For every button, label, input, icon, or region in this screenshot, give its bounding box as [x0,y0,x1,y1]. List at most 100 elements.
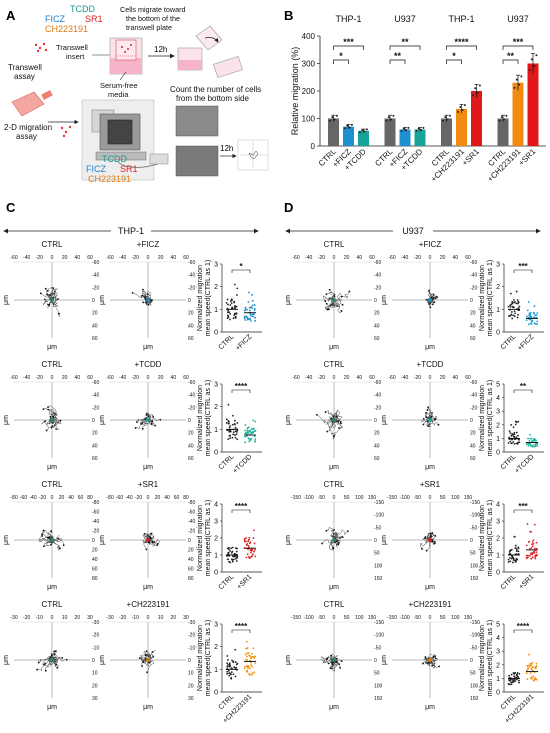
speed-point [508,430,511,433]
ch223191-label: CH223191 [45,24,88,34]
sig-bracket [231,389,251,393]
y-tick-label: 60 [188,456,194,462]
speed-point [530,668,533,671]
plot-title: +TCDD [417,360,444,369]
data-point [478,84,481,87]
x-tick-label: 20 [62,375,68,381]
track-end [325,529,328,532]
y-tick-label: 20 [92,548,98,554]
data-point [329,119,331,122]
speed-point [245,540,247,543]
speed-point [244,429,247,432]
x-tick-label: 40 [357,255,363,261]
speed-point [513,442,516,445]
x-tick-label: 30 [87,615,93,621]
speed-point [229,550,232,552]
speed-point [252,553,254,556]
y-tick-label: 0 [214,330,218,337]
track-end [433,301,436,303]
track-end [58,312,60,315]
track-end [329,304,332,307]
speed-point [511,561,514,564]
y-tick-label: 60 [92,336,98,342]
track-plot-treatment: +SR1-80 -60 -40 -20 0 20 40 60 80-80-60-40-20020… [99,480,195,591]
speed-point [533,677,536,679]
y-unit-label: μm [381,535,388,545]
speed-point [509,432,512,434]
speed-point [510,311,513,313]
y-tick-label: 100 [374,563,383,569]
speed-point [248,654,251,657]
x-tick-label: 20 [59,495,65,501]
y-axis-label-line: mean speed(CTRL as 1) [205,260,212,336]
track-end [59,419,62,422]
y-tick-label: -150 [470,620,480,626]
speed-point [227,303,229,306]
x-tick-label: 80 [183,495,189,501]
track-end [434,657,437,660]
x-tick-label: 0 [147,375,150,381]
cell-track [333,419,343,429]
track-origin [427,297,433,303]
speed-point [535,439,537,442]
x-tick-label: 100 [355,495,364,501]
track-end [152,655,155,658]
y-tick-label: 40 [92,443,98,449]
speed-point [528,540,531,543]
y-tick-label: 3 [214,622,218,629]
speed-point [234,426,237,429]
x-tick-label: -60 [388,255,395,261]
speed-point [535,551,538,554]
data-point [333,118,336,121]
track-end [57,537,60,540]
speed-point [529,547,531,550]
y-tick-label: 50 [374,671,380,677]
data-point [457,110,459,113]
data-point [518,83,521,86]
speed-point [232,558,235,561]
y-tick-label: 20 [188,548,194,554]
y-tick-label: 40 [92,557,98,563]
speed-point [228,674,231,677]
y-tick-label: 0 [214,570,218,577]
x-tick-label: 10 [62,615,68,621]
cell-track [142,657,151,664]
speed-point [518,441,521,444]
speed-point [228,426,231,429]
speed-point [250,551,252,554]
speed-point [527,653,530,656]
y-tick-label: -50 [374,645,381,651]
data-point [361,129,364,132]
track-end [346,530,349,533]
data-point [346,124,349,127]
track-end [338,663,341,666]
track-end [438,665,441,668]
speed-point [231,560,234,563]
cell-track [146,294,150,303]
speed-point [226,665,229,668]
sr1-label: SR1 [85,14,103,24]
track-plot-treatment: +CH223191-30 -20 -10 0 10 20 30-30-20-10010203… [99,600,195,711]
speed-point [253,550,255,553]
x-tick-label: -20 [318,375,325,381]
plot-title: +FICZ [137,240,160,249]
y-tick-label: -150 [374,620,384,626]
speed-point [514,672,516,674]
speed-point [225,555,228,557]
speed-point [529,322,532,325]
track-end [51,421,54,424]
track-end [436,295,438,298]
y-tick-label: 60 [470,456,476,462]
y-tick-label: 0 [496,570,500,577]
speed-point [250,661,252,664]
speed-point [228,548,230,551]
speed-point [247,651,250,654]
track-end [339,666,342,669]
data-point [390,118,393,121]
sig-stars: * [339,51,343,61]
track-end [431,540,434,543]
speed-point [531,545,534,548]
